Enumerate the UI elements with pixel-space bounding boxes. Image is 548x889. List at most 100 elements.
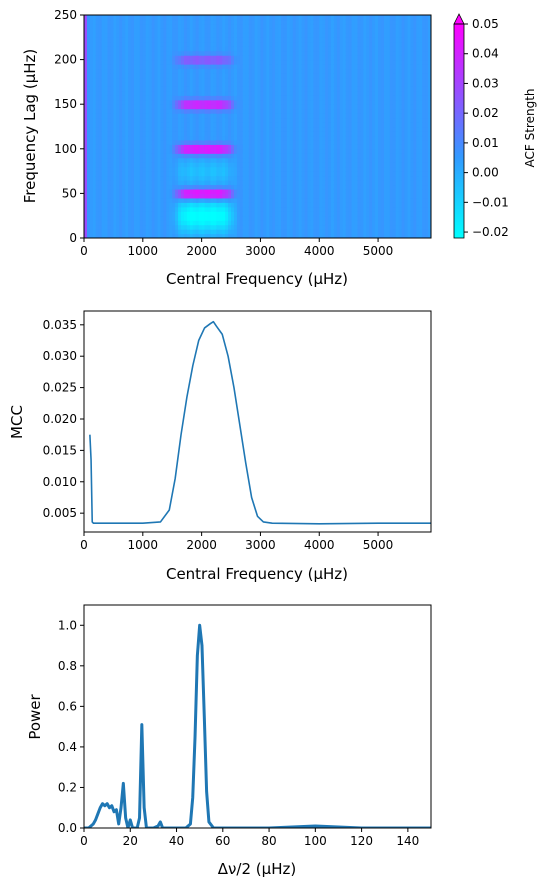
heatmap-cell [175, 157, 179, 163]
heatmap-cell [201, 175, 206, 181]
heatmap-cell [301, 81, 306, 87]
heatmap-cell [139, 117, 144, 123]
heatmap-cell [304, 233, 309, 238]
heatmap-cell [375, 202, 379, 208]
heatmap-cell [248, 130, 253, 137]
heatmap-cell [128, 139, 132, 145]
heatmap-cell [225, 148, 229, 154]
heatmap-cell [175, 144, 179, 150]
heatmap-cell [354, 126, 359, 132]
heatmap-cell [113, 211, 117, 217]
heatmap-cell [248, 148, 253, 154]
heatmap-cell [163, 113, 167, 119]
heatmap-cell [351, 224, 356, 230]
heatmap-cell [175, 32, 179, 38]
heatmap-cell [225, 122, 229, 128]
heatmap-cell [301, 171, 306, 177]
heatmap-cell [292, 130, 297, 137]
heatmap-cell [375, 144, 379, 150]
heatmap-cell [372, 77, 376, 83]
heatmap-cell [248, 77, 253, 83]
heatmap-cell [322, 64, 326, 70]
heatmap-cell [372, 19, 376, 25]
heatmap-cell [275, 175, 279, 181]
heatmap-cell [219, 37, 223, 43]
heatmap-cell [198, 122, 203, 128]
heatmap-cell [339, 23, 344, 29]
heatmap-cell [110, 95, 115, 101]
heatmap-cell [254, 171, 259, 177]
heatmap-cell [86, 99, 91, 105]
heatmap-cell [325, 188, 329, 194]
heatmap-cell [369, 117, 373, 123]
heatmap-cell [192, 32, 197, 38]
heatmap-cell [251, 72, 256, 79]
heatmap-cell [322, 50, 326, 56]
heatmap-cell [283, 15, 288, 21]
heatmap-cell [254, 104, 259, 110]
heatmap-cell [322, 86, 326, 92]
heatmap-cell [292, 188, 297, 194]
heatmap-cell [113, 130, 117, 137]
heatmap-cell [225, 197, 229, 203]
heatmap-cell [95, 46, 100, 52]
heatmap-cell [210, 153, 214, 159]
heatmap-cell [298, 77, 303, 83]
heatmap-cell [213, 197, 217, 203]
heatmap-cell [328, 41, 332, 47]
heatmap-cell [233, 144, 238, 150]
heatmap-cell [222, 220, 226, 226]
heatmap-cell [375, 166, 379, 172]
heatmap-cell [213, 188, 217, 194]
heatmap-cell [339, 19, 344, 25]
heatmap-cell [354, 175, 359, 181]
heatmap-cell [131, 99, 135, 105]
heatmap-cell [319, 153, 323, 159]
heatmap-cell [298, 86, 303, 92]
heatmap-cell [89, 15, 94, 21]
heatmap-cell [178, 211, 182, 217]
heatmap-cell [110, 206, 115, 212]
heatmap-cell [269, 19, 273, 25]
heatmap-cell [204, 55, 209, 61]
heatmap-cell [198, 126, 203, 132]
heatmap-cell [339, 197, 344, 203]
heatmap-cell [313, 139, 317, 145]
heatmap-cell [260, 229, 264, 235]
heatmap-cell [183, 104, 188, 110]
heatmap-cell [313, 90, 317, 96]
heatmap-cell [122, 55, 126, 61]
heatmap-cell [295, 130, 300, 137]
heatmap-cell [322, 130, 326, 137]
heatmap-cell [113, 64, 117, 70]
heatmap-cell [116, 108, 120, 114]
heatmap-cell [107, 171, 112, 177]
heatmap-cell [192, 215, 197, 221]
heatmap-cell [113, 162, 117, 168]
heatmap-cell [116, 153, 120, 159]
heatmap-cell [181, 171, 185, 177]
heatmap-cell [175, 77, 179, 83]
heatmap-cell [342, 224, 347, 230]
heatmap-cell [283, 23, 288, 29]
heatmap-cell [133, 224, 138, 230]
heatmap-cell [201, 130, 206, 137]
heatmap-cell [363, 162, 367, 168]
heatmap-cell [148, 23, 153, 29]
heatmap-cell [292, 215, 297, 221]
heatmap-cell [98, 126, 103, 132]
heatmap-cell [119, 188, 123, 194]
heatmap-cell [125, 206, 129, 212]
heatmap-cell [151, 126, 156, 132]
heatmap-cell [122, 139, 126, 145]
heatmap-cell [101, 166, 106, 172]
heatmap-cell [213, 77, 217, 83]
heatmap-cell [207, 197, 212, 203]
heatmap-cell [183, 184, 188, 190]
heatmap-cell [198, 32, 203, 38]
heatmap-cell [236, 175, 241, 181]
heatmap-cell [281, 19, 285, 25]
heatmap-cell [357, 46, 362, 52]
heatmap-cell [289, 220, 294, 226]
heatmap-cell [251, 108, 256, 114]
